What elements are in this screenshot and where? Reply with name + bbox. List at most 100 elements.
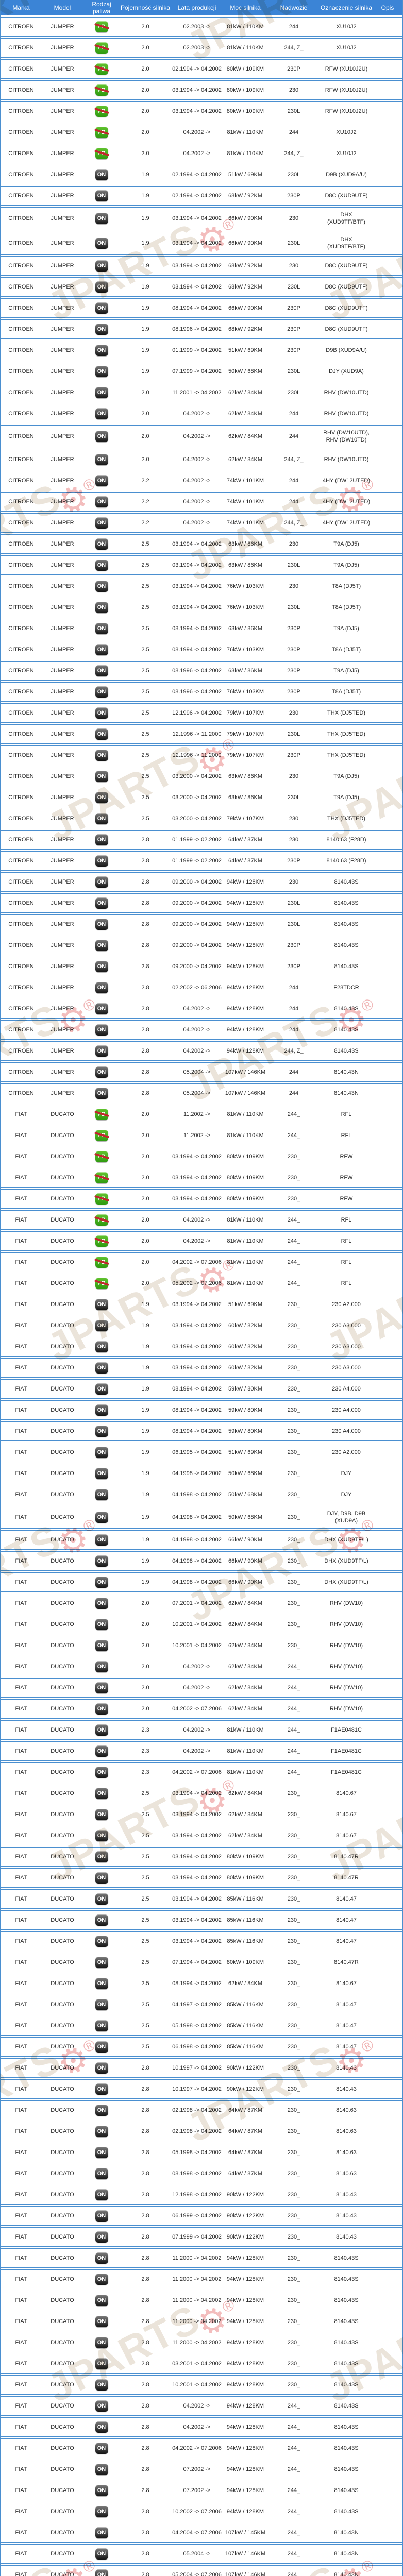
cell-lata-produkcji: 04.2002 -> bbox=[171, 123, 223, 142]
cell-moc-silnika: 94kW / 128KM bbox=[223, 1020, 267, 1040]
cell-paliwo: ON bbox=[83, 2122, 120, 2142]
cell-pojemnosc-silnika: 2.8 bbox=[120, 914, 171, 934]
cell-pojemnosc-silnika: 2.0 bbox=[120, 80, 171, 100]
cell-moc-silnika: 62kW / 84KM bbox=[223, 1678, 267, 1698]
fuel-diesel-on-icon: ON bbox=[95, 2105, 108, 2116]
cell-moc-silnika: 94kW / 128KM bbox=[223, 2375, 267, 2395]
cell-marka: FIAT bbox=[1, 2122, 42, 2142]
table-row: CITROEN JUMPER ON 2.2 04.2002 -> 74kW / 101KM… bbox=[1, 470, 402, 490]
fuel-petrol-pb-icon: PB bbox=[95, 1235, 108, 1247]
cell-model: JUMPER bbox=[42, 383, 83, 403]
cell-oznaczenie-silnika: 230 A4.000 bbox=[320, 1421, 373, 1441]
cell-model: DUCATO bbox=[42, 2396, 83, 2416]
cell-pojemnosc-silnika: 1.9 bbox=[120, 1358, 171, 1378]
cell-pojemnosc-silnika: 2.8 bbox=[120, 2438, 171, 2459]
cell-nadwozie: 230_ bbox=[267, 2164, 320, 2184]
cell-paliwo: ON bbox=[83, 1505, 120, 1529]
cell-model: DUCATO bbox=[42, 1762, 83, 1783]
cell-model: DUCATO bbox=[42, 1784, 83, 1804]
cell-pojemnosc-silnika: 2.8 bbox=[120, 2079, 171, 2099]
fuel-diesel-on-icon: ON bbox=[95, 1488, 108, 1500]
cell-model: DUCATO bbox=[42, 1336, 83, 1357]
cell-marka: FIAT bbox=[1, 2502, 42, 2522]
table-row: FIAT DUCATO ON 2.0 10.2001 -> 04.2002 62kW / … bbox=[1, 1636, 402, 1656]
cell-opis bbox=[373, 1741, 402, 1761]
cell-pojemnosc-silnika: 2.8 bbox=[120, 2143, 171, 2163]
cell-pojemnosc-silnika: 2.0 bbox=[120, 449, 171, 469]
cell-model: DUCATO bbox=[42, 2206, 83, 2226]
cell-moc-silnika: 64kW / 87KM bbox=[223, 2100, 267, 2121]
cell-nadwozie: 230_ bbox=[267, 1189, 320, 1209]
table-row: FIAT DUCATO PB 2.0 03.1994 -> 04.2002 80kW / … bbox=[1, 1189, 402, 1209]
cell-nadwozie: 230_ bbox=[267, 2375, 320, 2395]
cell-lata-produkcji: 02.1998 -> 04.2002 bbox=[171, 2100, 223, 2121]
cell-opis bbox=[373, 1505, 402, 1529]
cell-lata-produkcji: 03.1994 -> 04.2002 bbox=[171, 1167, 223, 1188]
cell-opis bbox=[373, 724, 402, 744]
table-row: CITROEN JUMPER ON 1.9 01.1999 -> 04.2002 51kW… bbox=[1, 341, 402, 361]
cell-oznaczenie-silnika: RFL bbox=[320, 1252, 373, 1272]
cell-model: DUCATO bbox=[42, 1463, 83, 1483]
table-row: FIAT DUCATO ON 2.5 03.1994 -> 04.2002 80kW / … bbox=[1, 1868, 402, 1888]
cell-marka: CITROEN bbox=[1, 829, 42, 850]
cell-paliwo: ON bbox=[83, 1294, 120, 1314]
cell-pojemnosc-silnika: 2.8 bbox=[120, 2122, 171, 2142]
cell-lata-produkcji: 11.2000 -> 04.2002 bbox=[171, 2312, 223, 2332]
cell-marka: CITROEN bbox=[1, 425, 42, 448]
cell-paliwo: ON bbox=[83, 256, 120, 276]
cell-oznaczenie-silnika: 8140.43S bbox=[320, 2269, 373, 2290]
cell-pojemnosc-silnika: 2.8 bbox=[120, 851, 171, 871]
cell-lata-produkcji: 08.1996 -> 04.2002 bbox=[171, 319, 223, 340]
cell-opis bbox=[373, 2016, 402, 2036]
cell-marka: CITROEN bbox=[1, 80, 42, 100]
cell-moc-silnika: 81kW / 110KM bbox=[223, 1273, 267, 1293]
cell-lata-produkcji: 03.1994 -> 04.2002 bbox=[171, 1826, 223, 1846]
cell-paliwo: PB bbox=[83, 1146, 120, 1166]
cell-nadwozie: 230 bbox=[267, 534, 320, 554]
cell-paliwo: ON bbox=[83, 425, 120, 448]
cell-opis bbox=[373, 1231, 402, 1251]
fuel-petrol-pb-icon: PB bbox=[95, 1214, 108, 1226]
fuel-diesel-on-icon: ON bbox=[95, 213, 108, 225]
cell-opis bbox=[373, 2438, 402, 2459]
cell-paliwo: ON bbox=[83, 1889, 120, 1909]
cell-oznaczenie-silnika: RFL bbox=[320, 1231, 373, 1251]
cell-marka: FIAT bbox=[1, 1784, 42, 1804]
cell-oznaczenie-silnika: 8140.63 bbox=[320, 2100, 373, 2121]
cell-nadwozie: 230P bbox=[267, 935, 320, 955]
cell-paliwo: ON bbox=[83, 935, 120, 955]
cell-paliwo: ON bbox=[83, 808, 120, 828]
cell-moc-silnika: 62kW / 84KM bbox=[223, 1636, 267, 1656]
cell-pojemnosc-silnika: 2.5 bbox=[120, 576, 171, 596]
cell-paliwo: ON bbox=[83, 383, 120, 403]
cell-paliwo: ON bbox=[83, 1657, 120, 1677]
cell-paliwo: ON bbox=[83, 2565, 120, 2576]
cell-paliwo: ON bbox=[83, 597, 120, 617]
cell-paliwo: ON bbox=[83, 682, 120, 702]
fuel-diesel-on-icon: ON bbox=[95, 1003, 108, 1014]
cell-oznaczenie-silnika: 8140.43S bbox=[320, 2481, 373, 2501]
cell-nadwozie: 230_ bbox=[267, 1294, 320, 1314]
cell-opis bbox=[373, 956, 402, 976]
cell-marka: CITROEN bbox=[1, 341, 42, 361]
cell-oznaczenie-silnika: RFW bbox=[320, 1167, 373, 1188]
cell-moc-silnika: 60kW / 82KM bbox=[223, 1315, 267, 1335]
cell-moc-silnika: 81kW / 110KM bbox=[223, 1720, 267, 1740]
cell-lata-produkcji: 07.1999 -> 04.2002 bbox=[171, 362, 223, 382]
cell-nadwozie: 244_ bbox=[267, 1699, 320, 1719]
cell-moc-silnika: 62kW / 84KM bbox=[223, 1615, 267, 1635]
fuel-diesel-on-icon: ON bbox=[95, 918, 108, 930]
cell-paliwo: ON bbox=[83, 404, 120, 424]
cell-marka: CITROEN bbox=[1, 660, 42, 681]
table-row: CITROEN JUMPER ON 2.0 04.2002 -> 62kW / 84KM 2… bbox=[1, 404, 402, 424]
table-row: FIAT DUCATO ON 1.9 04.1998 -> 04.2002 66kW / … bbox=[1, 1530, 402, 1550]
cell-oznaczenie-silnika: DHX (XUD9TF/L) bbox=[320, 1572, 373, 1592]
cell-nadwozie: 244 bbox=[267, 1083, 320, 1103]
cell-marka: FIAT bbox=[1, 2291, 42, 2311]
cell-pojemnosc-silnika: 2.5 bbox=[120, 1931, 171, 1952]
cell-moc-silnika: 62kW / 84KM bbox=[223, 1784, 267, 1804]
cell-model: DUCATO bbox=[42, 1252, 83, 1272]
cell-nadwozie: 230_ bbox=[267, 1146, 320, 1166]
cell-opis bbox=[373, 80, 402, 100]
cell-oznaczenie-silnika: T9A (DJ5) bbox=[320, 555, 373, 575]
